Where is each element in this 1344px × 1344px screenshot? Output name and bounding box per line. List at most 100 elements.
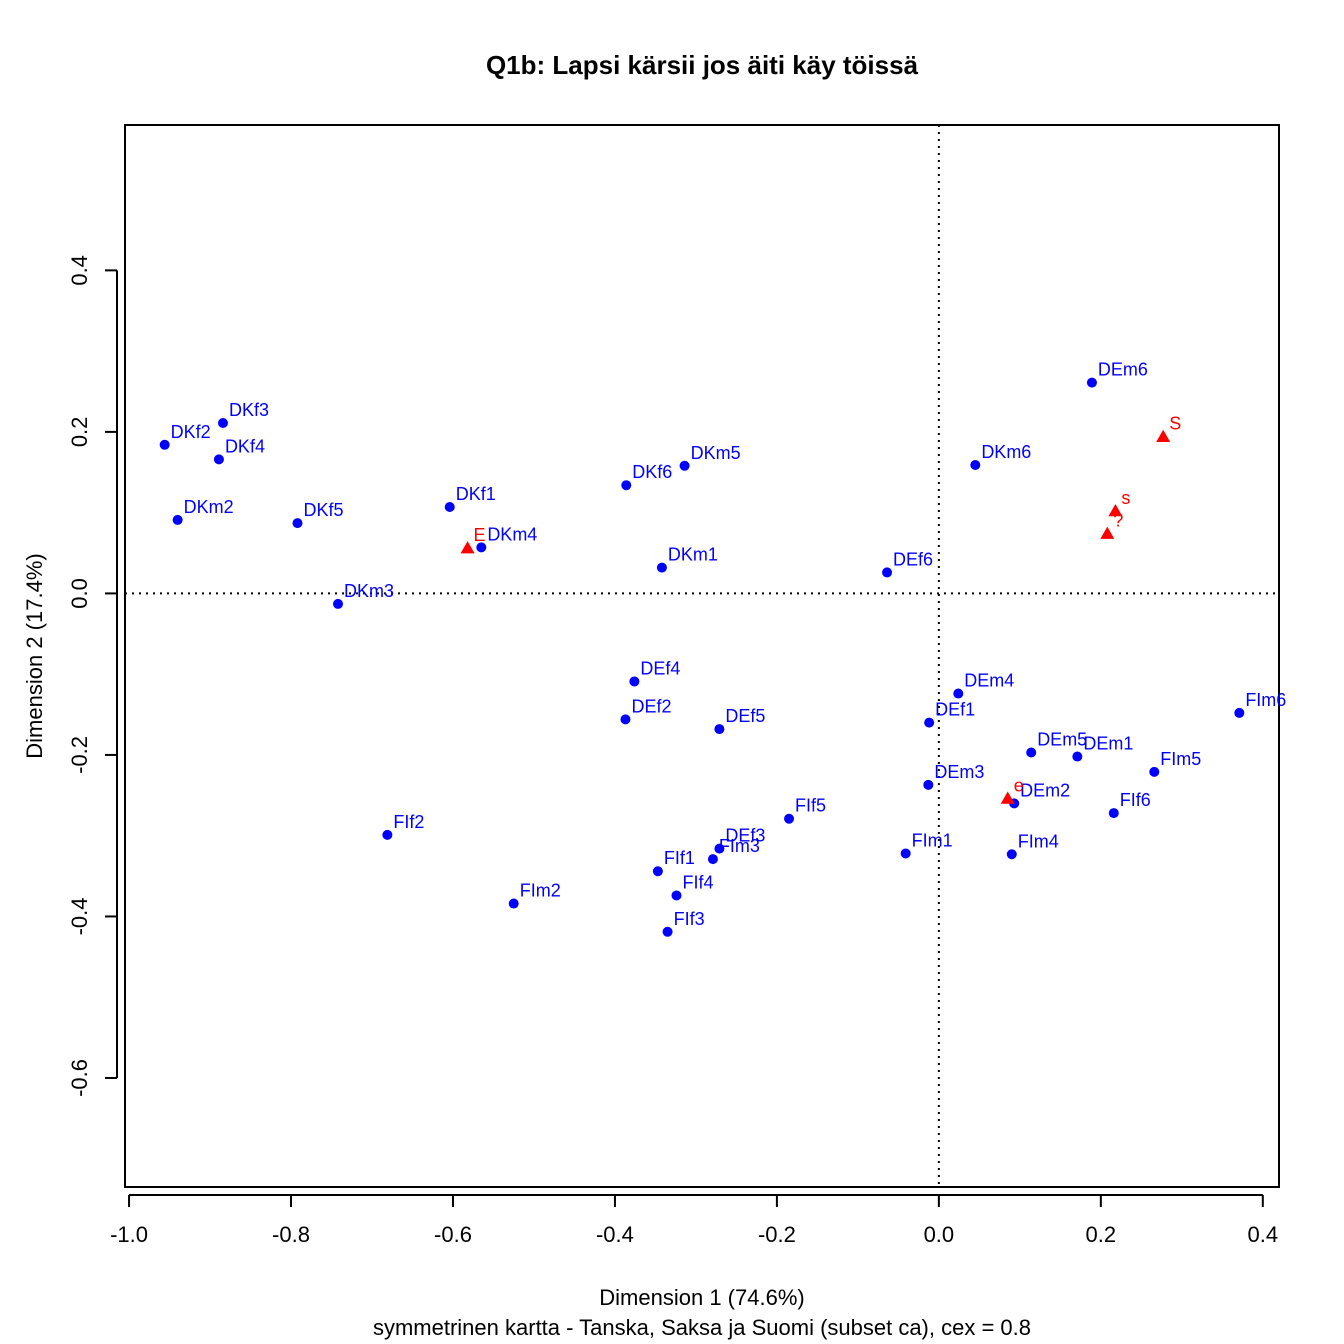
row-point-label: FIf6 xyxy=(1120,790,1151,810)
y-axis-label: Dimension 2 (17.4%) xyxy=(22,553,47,758)
row-point-label: FIf5 xyxy=(795,796,826,816)
row-point xyxy=(217,418,228,429)
row-point xyxy=(882,567,893,578)
row-point xyxy=(621,480,632,491)
row-point-label: DKf5 xyxy=(303,500,343,520)
x-tick-label: 0.0 xyxy=(924,1222,955,1247)
row-point xyxy=(784,813,795,824)
row-point xyxy=(1072,751,1083,762)
row-point-label: DKm1 xyxy=(668,545,718,565)
row-point-label: DKm6 xyxy=(981,442,1031,462)
column-point-label: s xyxy=(1121,488,1130,508)
x-axis: -1.0 -0.8 -0.6 -0.4 -0.2 0.0 0.2 0.4 xyxy=(110,1194,1279,1247)
row-point xyxy=(172,514,183,525)
row-point-label: DKm3 xyxy=(344,581,394,601)
row-point xyxy=(924,717,935,728)
row-point-label: DEm3 xyxy=(934,762,984,782)
row-point-label: FIf1 xyxy=(664,848,695,868)
row-point xyxy=(679,460,690,471)
row-point xyxy=(1006,849,1017,860)
row-point-label: DEm6 xyxy=(1098,360,1148,380)
row-point-label: DEm5 xyxy=(1037,730,1087,750)
row-point-label: DEf4 xyxy=(640,658,680,678)
y-tick-label: -0.4 xyxy=(67,897,92,935)
row-point-label: FIf3 xyxy=(674,909,705,929)
row-point-label: FIf2 xyxy=(393,812,424,832)
row-point xyxy=(1026,747,1037,758)
row-point-label: DEf1 xyxy=(935,700,975,720)
row-point xyxy=(1086,377,1097,388)
row-point-label: DEm4 xyxy=(964,671,1014,691)
row-point xyxy=(476,542,487,553)
column-point xyxy=(1108,504,1123,517)
row-point-label: DKm5 xyxy=(691,443,741,463)
row-point xyxy=(707,854,718,865)
row-point xyxy=(656,562,667,573)
y-tick-label: 0.0 xyxy=(67,578,92,609)
column-point xyxy=(1100,526,1115,539)
row-point-label: FIf4 xyxy=(682,872,713,892)
row-point-label: DEf6 xyxy=(893,549,933,569)
row-point xyxy=(382,829,393,840)
column-point xyxy=(460,541,475,554)
y-tick-label: 0.2 xyxy=(67,417,92,448)
row-point-label: DKm4 xyxy=(487,524,537,544)
x-tick-label: -0.2 xyxy=(758,1222,796,1247)
row-point xyxy=(332,598,343,609)
row-point xyxy=(970,460,981,471)
chart-subtitle: symmetrinen kartta - Tanska, Saksa ja Su… xyxy=(373,1315,1031,1340)
column-point xyxy=(1000,791,1015,804)
row-point xyxy=(662,926,673,937)
row-point xyxy=(900,848,911,859)
row-point-label: DEf2 xyxy=(631,696,671,716)
y-tick-label: -0.6 xyxy=(67,1059,92,1097)
row-point-label: DEf3 xyxy=(725,826,765,846)
row-point-label: DKf1 xyxy=(456,484,496,504)
row-point xyxy=(1108,808,1119,819)
x-axis-label: Dimension 1 (74.6%) xyxy=(599,1285,804,1310)
row-point-label: FIm4 xyxy=(1018,831,1059,851)
row-point xyxy=(671,890,682,901)
x-tick-label: -0.8 xyxy=(272,1222,310,1247)
row-point xyxy=(923,779,934,790)
row-point-label: FIm3 xyxy=(719,836,760,856)
row-point-label: FIm6 xyxy=(1245,690,1286,710)
plot-frame xyxy=(124,124,1280,1188)
row-point xyxy=(1149,766,1160,777)
row-point-label: DKm2 xyxy=(184,497,234,517)
row-point-label: DEm2 xyxy=(1020,780,1070,800)
row-point-label: DKf3 xyxy=(229,400,269,420)
x-tick-label: -0.4 xyxy=(596,1222,634,1247)
data-points: DEm6 DKf3 DKf2 DKf4 DKm5 DKm6 DKf6 DKf1 DKm2 DKf5… xyxy=(159,360,1286,937)
y-axis: -0.6 -0.4 -0.2 0.0 0.2 0.4 xyxy=(67,255,118,1097)
chart-title: Q1b: Lapsi kärsii jos äiti käy töissä xyxy=(486,50,919,80)
reference-lines xyxy=(125,125,1279,1187)
x-tick-label: -1.0 xyxy=(110,1222,148,1247)
row-point xyxy=(953,688,964,699)
row-point xyxy=(444,501,455,512)
x-tick-label: 0.2 xyxy=(1086,1222,1117,1247)
x-tick-label: -0.6 xyxy=(434,1222,472,1247)
y-tick-label: -0.2 xyxy=(67,736,92,774)
column-point xyxy=(1156,429,1171,442)
row-point xyxy=(714,724,725,735)
row-point-label: DKf6 xyxy=(632,462,672,482)
row-point xyxy=(629,676,640,687)
row-point xyxy=(508,898,519,909)
row-point-label: DEf5 xyxy=(725,706,765,726)
row-point xyxy=(1234,707,1245,718)
row-point xyxy=(620,714,631,725)
row-point xyxy=(159,439,170,450)
row-point-label: DKf4 xyxy=(225,436,265,456)
x-tick-label: 0.4 xyxy=(1248,1222,1279,1247)
row-point xyxy=(213,454,224,465)
column-point-label: e xyxy=(1014,776,1024,796)
row-point-label: DEm1 xyxy=(1083,734,1133,754)
row-point-label: FIm1 xyxy=(912,830,953,850)
y-tick-label: 0.4 xyxy=(67,255,92,286)
column-point-label: S xyxy=(1169,414,1181,434)
row-point xyxy=(652,866,663,877)
row-point-label: FIm5 xyxy=(1160,749,1201,769)
column-point-label: ? xyxy=(1113,511,1123,531)
